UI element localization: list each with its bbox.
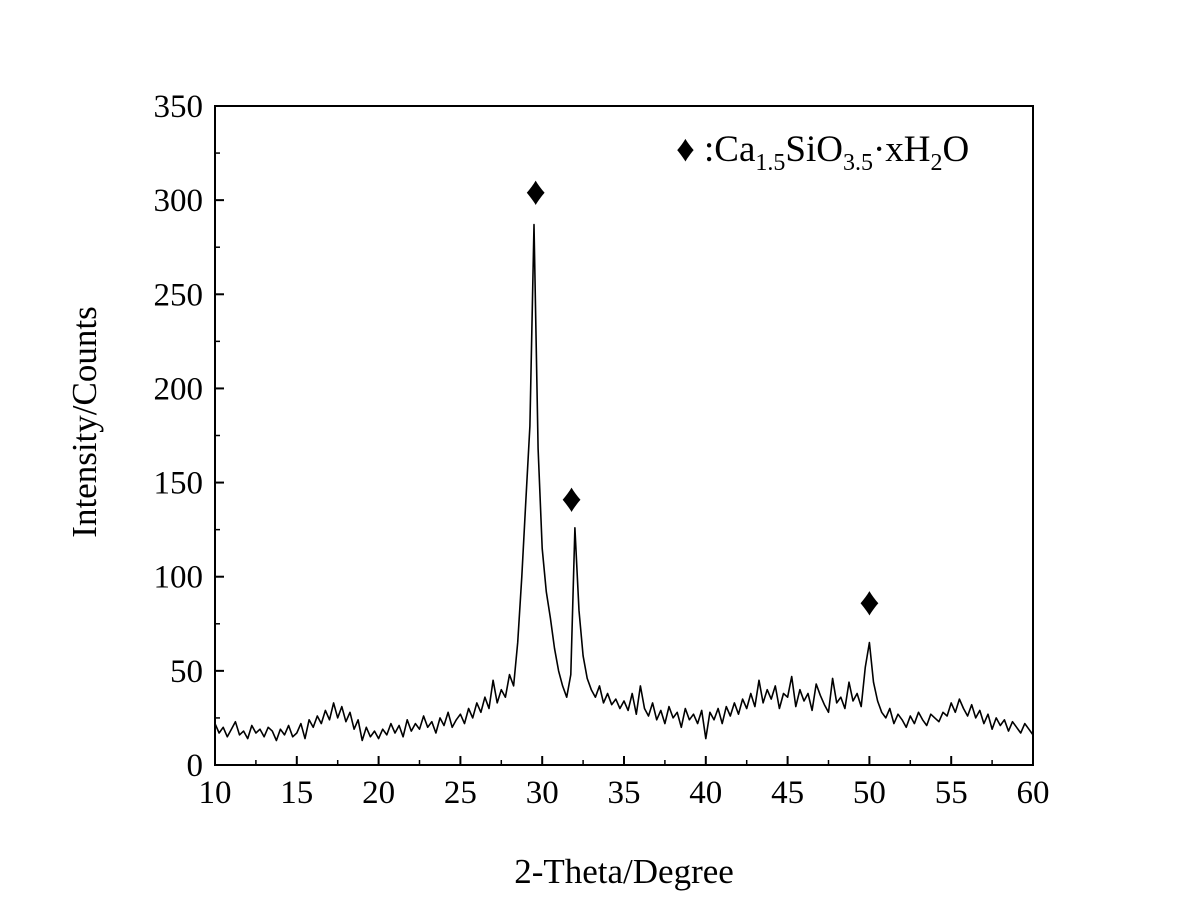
x-tick-label: 30: [526, 775, 559, 811]
legend-symbol: ♦: [676, 129, 695, 170]
plot-frame: [214, 105, 1034, 766]
y-tick-label: 300: [154, 183, 204, 219]
x-tick-label: 15: [280, 775, 313, 811]
x-tick-label: 25: [444, 775, 477, 811]
peak-marker-diamond: ♦: [525, 169, 545, 214]
x-axis-title: 2-Theta/Degree: [514, 852, 734, 891]
series-line: [214, 223, 1034, 742]
legend: ♦ :Ca1.5SiO3.5·xH2O: [676, 129, 969, 176]
x-tick-label: 45: [771, 775, 804, 811]
y-tick-labels: 0 50 100 150 200 250 300 350: [154, 89, 204, 784]
x-tick-label: 55: [935, 775, 968, 811]
y-tick-label: 0: [187, 748, 204, 784]
legend-label: :Ca1.5SiO3.5·xH2O: [704, 129, 969, 176]
y-tick-label: 250: [154, 277, 204, 313]
x-tick-label: 50: [853, 775, 886, 811]
peak-markers: ♦ ♦ ♦: [525, 169, 879, 624]
y-tick-label: 50: [170, 654, 203, 690]
x-tick-label: 35: [608, 775, 641, 811]
y-tick-label: 350: [154, 89, 204, 125]
peak-marker-diamond: ♦: [859, 579, 879, 624]
x-tick-label: 60: [1017, 775, 1050, 811]
x-tick-label: 40: [689, 775, 722, 811]
y-tick-label: 100: [154, 560, 204, 596]
axis-ticks: [214, 105, 1034, 766]
x-tick-label: 20: [362, 775, 395, 811]
y-axis-title: Intensity/Counts: [65, 306, 104, 537]
y-tick-label: 150: [154, 466, 204, 502]
x-tick-labels: 10 15 20 25 30 35 40 45 50 55 60: [199, 775, 1050, 811]
peak-marker-diamond: ♦: [561, 476, 581, 521]
y-tick-label: 200: [154, 371, 204, 407]
x-tick-label: 10: [199, 775, 232, 811]
